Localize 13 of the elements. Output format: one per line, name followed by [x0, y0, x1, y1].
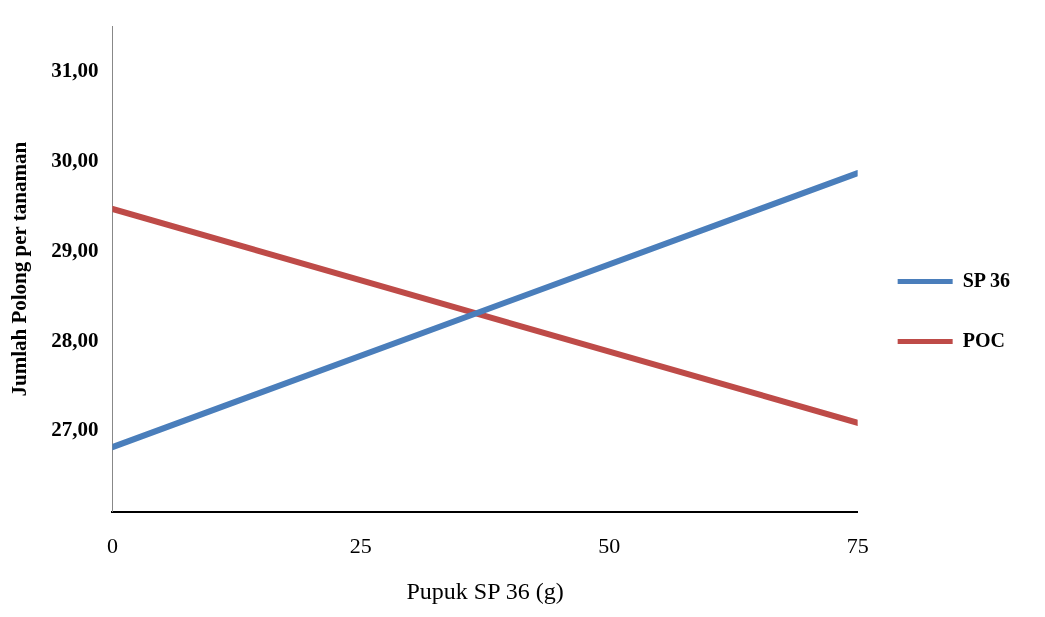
y-tick-label: 29,00 [51, 237, 99, 262]
x-tick-label: 75 [846, 532, 869, 558]
x-tick-label: 50 [598, 532, 621, 558]
y-tick-label: 31,00 [51, 57, 99, 82]
y-tick-label: 27,00 [51, 417, 99, 442]
legend-label: SP 36 [962, 268, 1010, 291]
y-axis-title: Jumlah Polong per tanaman [7, 141, 32, 397]
y-tick-label: 30,00 [51, 147, 99, 172]
x-tick-label: 0 [106, 532, 118, 558]
x-tick-label: 25 [349, 532, 372, 558]
legend-label: POC [962, 328, 1005, 351]
x-axis-title: Pupuk SP 36 (g) [406, 577, 564, 604]
y-tick-label: 28,00 [51, 327, 99, 352]
